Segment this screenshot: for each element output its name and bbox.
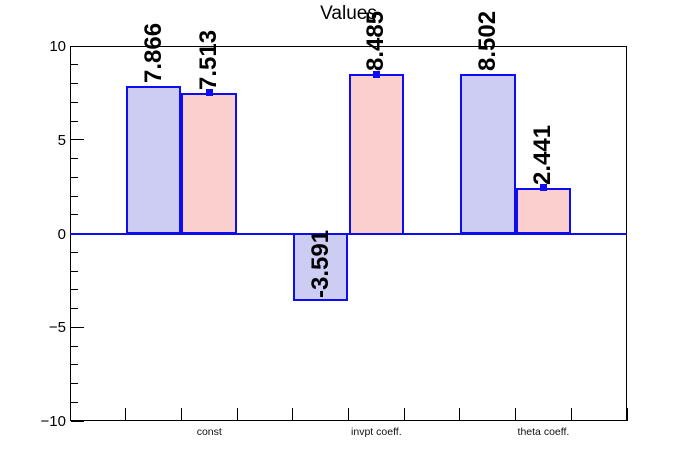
bar-blue-bars <box>459 74 516 235</box>
y-axis-minor-tick <box>71 158 78 159</box>
y-axis-major-tick <box>71 326 84 328</box>
y-axis-tick-label: 5 <box>57 131 66 149</box>
y-axis-minor-tick <box>71 214 78 216</box>
y-axis-tick-label: 0 <box>57 225 66 243</box>
x-axis-tick <box>69 408 71 421</box>
chart-title: Values <box>320 3 377 24</box>
y-axis-tick-label: −10 <box>40 413 66 430</box>
y-axis-tick-label: −5 <box>48 319 66 337</box>
y-axis-minor-tick <box>71 308 78 309</box>
x-axis-tick <box>570 408 572 421</box>
x-axis-tick <box>292 408 294 421</box>
bar-value-label: 2.441 <box>529 124 557 185</box>
y-axis-minor-tick <box>71 120 78 122</box>
bar-pink-bars <box>181 92 238 235</box>
bar-pink-bars <box>515 187 572 235</box>
square-marker <box>539 184 547 192</box>
square-marker <box>205 89 213 97</box>
y-axis-minor-tick <box>71 83 78 84</box>
x-axis-tick <box>626 408 628 421</box>
x-axis-tick <box>459 408 461 421</box>
bar-value-label: 7.866 <box>139 22 167 83</box>
y-axis-major-tick <box>71 420 84 422</box>
y-axis-minor-tick <box>71 345 78 347</box>
y-axis-minor-tick <box>71 251 78 253</box>
y-axis-major-tick <box>71 45 84 47</box>
bar-value-label: -3.591 <box>306 229 334 298</box>
bar-blue-bars <box>292 232 349 301</box>
y-axis-minor-tick <box>71 401 78 403</box>
y-axis-minor-tick <box>71 289 78 291</box>
y-axis-minor-tick <box>71 176 78 178</box>
x-axis-category-label: invpt coeff. <box>351 426 402 438</box>
x-axis-tick <box>125 408 127 421</box>
bar-blue-bars <box>125 86 182 235</box>
x-axis-category-label: const <box>196 426 222 438</box>
x-axis-category-label: theta coeff. <box>517 426 570 438</box>
bar-pink-bars <box>348 74 405 235</box>
y-axis-major-tick <box>71 139 84 141</box>
bar-value-label: 8.485 <box>362 11 390 72</box>
x-axis-tick <box>180 408 182 421</box>
y-axis-minor-tick <box>71 101 78 103</box>
y-axis-minor-tick <box>71 364 78 366</box>
y-axis-minor-tick <box>71 383 78 384</box>
y-axis-minor-tick <box>71 195 78 197</box>
square-marker <box>372 70 380 78</box>
y-axis-minor-tick <box>71 64 78 66</box>
x-axis-tick <box>236 408 238 421</box>
x-axis-tick <box>515 408 517 421</box>
y-axis-tick-label: 10 <box>49 38 66 55</box>
x-axis-tick <box>348 408 349 421</box>
bar-value-label: 8.502 <box>473 11 501 72</box>
bar-value-label: 7.513 <box>195 29 223 90</box>
x-axis-tick <box>403 408 405 421</box>
y-axis-minor-tick <box>71 270 78 272</box>
